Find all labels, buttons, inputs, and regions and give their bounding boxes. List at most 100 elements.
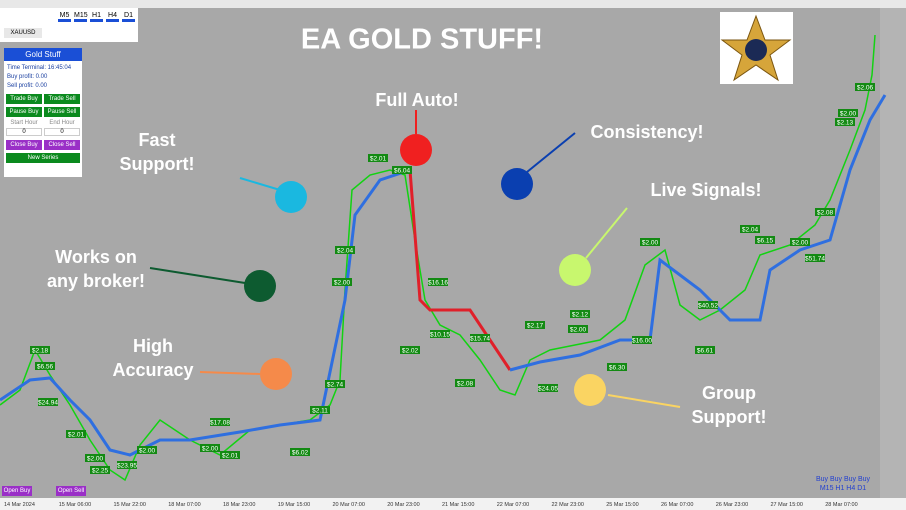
panel-info: Time Terminal: 16:45:04 Buy profit: 0.00…: [4, 61, 82, 91]
trade-label-bg: [35, 362, 55, 370]
button[interactable]: Open Sell: [56, 486, 86, 496]
callout-line: [607, 394, 681, 408]
trade-label: $2.00: [840, 111, 857, 118]
callout-text: Live Signals!: [650, 180, 761, 200]
trade-label-bg: [835, 118, 855, 126]
trade-label: $6.56: [37, 364, 54, 371]
symbol-button[interactable]: XAUUSD: [4, 28, 42, 38]
time-label: 15 Mar 06:00: [59, 502, 91, 508]
callout-dot: [501, 168, 533, 200]
callout-line: [239, 177, 281, 191]
trade-label: $16.16: [428, 280, 448, 287]
trade-label: $2.08: [457, 381, 474, 388]
callout-line: [585, 207, 628, 259]
button[interactable]: Pause Sell: [44, 107, 80, 117]
label: End Hour: [49, 120, 75, 126]
trade-label: $2.01: [370, 156, 387, 163]
callout-text: Support!: [120, 154, 195, 174]
trade-label-bg: [538, 384, 558, 392]
trade-label-bg: [428, 278, 448, 286]
trade-label-bg: [790, 238, 810, 246]
trade-label: $24.94: [38, 400, 58, 407]
trade-label-bg: [332, 278, 352, 286]
button[interactable]: Trade Sell: [44, 94, 80, 104]
trade-label: $2.04: [337, 248, 354, 255]
trade-label: $6.30: [609, 365, 626, 372]
button[interactable]: Open Buy: [2, 486, 32, 496]
time-label: 26 Mar 07:00: [661, 502, 693, 508]
trade-label-bg: [210, 418, 230, 426]
time-label: 26 Mar 23:00: [716, 502, 748, 508]
timeframes: M5 M15 H1 H4 D1: [58, 12, 135, 22]
input[interactable]: 0: [44, 128, 80, 136]
trade-label: $2.01: [68, 432, 85, 439]
input[interactable]: 0: [6, 128, 42, 136]
trade-label-bg: [117, 461, 137, 469]
trend-line: [408, 169, 512, 371]
trade-label: $6.61: [697, 348, 714, 355]
signal-row: M15 H1 H4 D1: [820, 485, 866, 492]
panel: Gold Stuff Time Terminal: 16:45:04 Buy p…: [4, 48, 82, 177]
trade-label: $2.00: [202, 446, 219, 453]
trend-line: [509, 94, 887, 372]
trade-label: $16.00: [632, 338, 652, 345]
trade-label: $51.74: [805, 256, 825, 263]
trade-label: $2.01: [222, 453, 239, 460]
signal-row: Buy Buy Buy Buy: [816, 476, 871, 483]
trade-label-bg: [607, 363, 627, 371]
button-grid: Trade Buy Trade Sell Pause Buy Pause Sell: [4, 91, 82, 117]
sell-profit: Sell profit: 0.00: [7, 83, 48, 89]
trade-label-bg: [470, 334, 490, 342]
trade-label: $2.11: [312, 408, 328, 415]
price-axis: [880, 8, 906, 498]
trade-label-bg: [38, 398, 58, 406]
timeframe[interactable]: M5: [58, 12, 71, 22]
callout-line: [526, 132, 576, 173]
trade-label: $2.00: [792, 240, 809, 247]
title: EA GOLD STUFF!: [301, 24, 543, 56]
trade-label-bg: [815, 208, 835, 216]
trade-label: $10.15: [430, 332, 450, 339]
trade-label-bg: [325, 380, 345, 388]
trade-label: $24.05: [538, 386, 558, 393]
callout-text: any broker!: [47, 271, 145, 291]
timeframe[interactable]: H4: [106, 12, 119, 22]
trade-label: $2.12: [572, 312, 589, 319]
trade-label-bg: [525, 321, 545, 329]
callout-dot: [559, 254, 591, 286]
callout-text: Fast: [138, 130, 175, 150]
panel-title: Gold Stuff: [4, 48, 82, 61]
callout-text: Accuracy: [112, 360, 193, 380]
button[interactable]: New Series: [6, 153, 80, 163]
button[interactable]: Trade Buy: [6, 94, 42, 104]
button[interactable]: Close Buy: [6, 140, 42, 150]
time-label: 15 Mar 22:00: [114, 502, 146, 508]
callout-text: Full Auto!: [375, 90, 458, 110]
time: Time Terminal: 16:45:04: [7, 65, 72, 71]
timeframe[interactable]: D1: [122, 12, 135, 22]
trade-label: $17.08: [210, 420, 230, 427]
timeframe[interactable]: M15: [74, 12, 88, 22]
trade-label: $15.74: [470, 336, 490, 343]
callout-line: [199, 371, 261, 375]
trade-label: $2.04: [742, 227, 759, 234]
time-axis: [0, 498, 906, 510]
time-label: 19 Mar 15:00: [278, 502, 310, 508]
callout-dot: [244, 270, 276, 302]
button[interactable]: Pause Buy: [6, 107, 42, 117]
trend-line: [0, 168, 411, 457]
trade-label: $6.02: [292, 450, 309, 457]
close-buttons: Close Buy Close Sell: [4, 136, 82, 150]
button[interactable]: Close Sell: [44, 140, 80, 150]
trade-label: $2.17: [527, 323, 544, 330]
logo-badge: [745, 39, 767, 61]
time-label: 20 Mar 23:00: [387, 502, 419, 508]
time-label: 18 Mar 23:00: [223, 502, 255, 508]
trade-label-bg: [85, 454, 105, 462]
trade-label-bg: [200, 444, 220, 452]
trade-label-bg: [640, 238, 660, 246]
time-label: 22 Mar 07:00: [497, 502, 529, 508]
time-label: 20 Mar 07:00: [333, 502, 365, 508]
timeframe[interactable]: H1: [90, 12, 103, 22]
window-bar: [0, 0, 906, 8]
